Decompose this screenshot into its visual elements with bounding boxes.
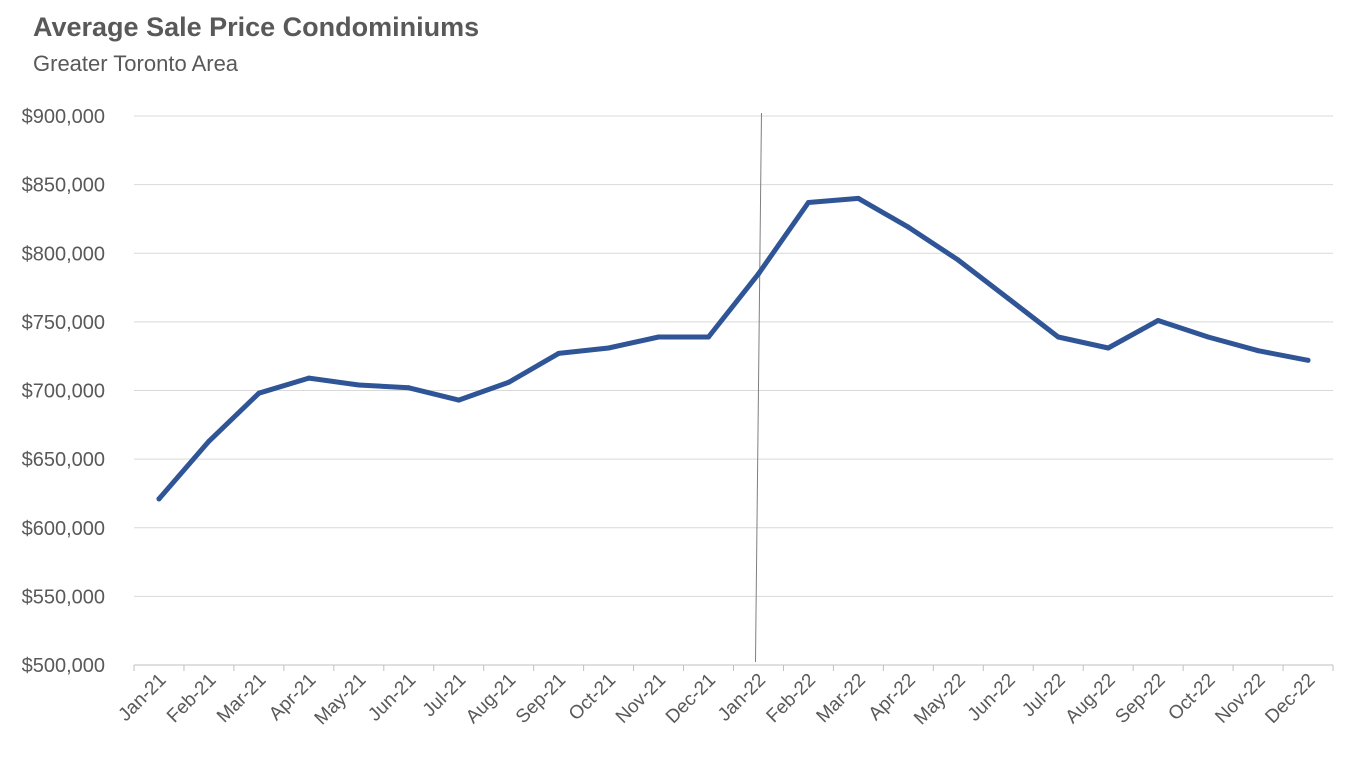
data-point: [256, 390, 262, 396]
annotation-line: [754, 112, 762, 663]
data-point: [206, 438, 212, 444]
data-point: [656, 334, 662, 340]
data-point: [356, 382, 362, 388]
data-point: [456, 397, 462, 403]
x-tick-label: Jun-22: [964, 670, 1020, 726]
x-tick-label: Sep-22: [1111, 670, 1169, 728]
y-tick-label: $650,000: [22, 449, 105, 471]
x-tick-label: Sep-21: [512, 670, 570, 728]
x-tick-label: Mar-22: [813, 670, 870, 727]
x-tick-label: Nov-21: [612, 670, 670, 728]
y-tick-label: $550,000: [22, 586, 105, 608]
data-point: [1105, 345, 1111, 351]
series-line: [156, 195, 1311, 502]
y-tick-label: $500,000: [22, 655, 105, 677]
data-point: [506, 379, 512, 385]
x-tick-label: May-22: [910, 670, 970, 730]
x-tick-label: Jun-21: [364, 670, 420, 726]
data-point: [1305, 357, 1311, 363]
x-tick-label: Feb-21: [163, 670, 220, 727]
data-point: [955, 257, 961, 263]
chart-subtitle: Greater Toronto Area: [33, 51, 239, 76]
data-point: [855, 195, 861, 201]
data-point: [706, 334, 712, 340]
data-point: [306, 375, 312, 381]
data-point: [805, 199, 811, 205]
data-point: [1055, 334, 1061, 340]
x-tick-label: Dec-22: [1261, 670, 1319, 728]
y-tick-label: $850,000: [22, 175, 105, 197]
data-point: [556, 350, 562, 356]
x-tick-label: Feb-22: [763, 670, 820, 727]
chart-title: Average Sale Price Condominiums: [33, 12, 480, 42]
x-tick-label: Oct-22: [1164, 670, 1219, 725]
data-point: [156, 496, 162, 502]
x-tick-label: Dec-21: [662, 670, 720, 728]
data-point: [1005, 296, 1011, 302]
x-tick-label: Jan-21: [115, 670, 171, 726]
y-tick-label: $900,000: [22, 106, 105, 128]
y-tick-label: $800,000: [22, 243, 105, 265]
y-tick-label: $750,000: [22, 312, 105, 334]
x-tick-label: Nov-22: [1211, 670, 1269, 728]
data-point: [606, 345, 612, 351]
x-tick-label: Aug-22: [1062, 670, 1120, 728]
data-point: [1255, 348, 1261, 354]
x-tick-label: Aug-21: [462, 670, 520, 728]
x-tick-label: Mar-21: [213, 670, 270, 727]
y-tick-label: $600,000: [22, 518, 105, 540]
data-point: [406, 385, 412, 391]
y-tick-label: $700,000: [22, 381, 105, 403]
x-tick-label: Jan-22: [714, 670, 770, 726]
x-tick-label: Oct-21: [565, 670, 620, 725]
x-tick-label: May-21: [311, 670, 371, 730]
data-point: [755, 271, 761, 277]
data-point: [1205, 334, 1211, 340]
data-point: [1155, 318, 1161, 324]
data-point: [905, 224, 911, 230]
